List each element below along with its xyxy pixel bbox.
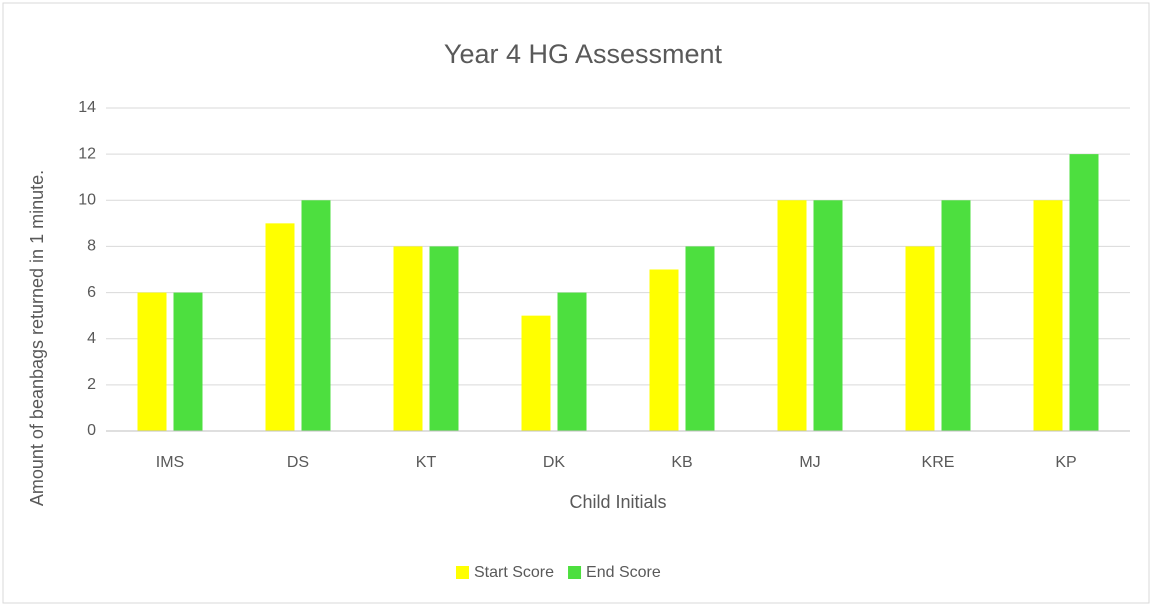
x-tick-label: MJ	[799, 454, 820, 471]
legend-label: Start Score	[474, 564, 554, 581]
bar	[685, 246, 715, 431]
x-tick-label: DS	[287, 454, 309, 471]
y-tick-label: 4	[87, 330, 96, 347]
y-tick-label: 10	[78, 192, 96, 209]
x-tick-label: KP	[1055, 454, 1076, 471]
x-tick-label: IMS	[156, 454, 184, 471]
bar	[521, 315, 551, 431]
y-axis-label: Amount of beanbags returned in 1 minute.	[27, 170, 47, 506]
legend-swatch	[568, 566, 582, 579]
x-tick-label: KRE	[922, 454, 955, 471]
chart-title: Year 4 HG Assessment	[444, 39, 723, 69]
x-tick-label: DK	[543, 454, 566, 471]
x-axis-label: Child Initials	[569, 492, 666, 512]
y-tick-label: 2	[87, 376, 96, 393]
bar	[393, 246, 423, 431]
y-tick-label: 6	[87, 284, 96, 301]
bar	[173, 292, 203, 431]
legend-label: End Score	[586, 564, 661, 581]
bar	[905, 246, 935, 431]
bar	[813, 200, 843, 431]
y-tick-label: 14	[78, 99, 96, 116]
bar	[1033, 200, 1063, 431]
y-tick-label: 0	[87, 422, 96, 439]
x-tick-label: KB	[671, 454, 692, 471]
bar	[137, 292, 167, 431]
bar	[941, 200, 971, 431]
y-tick-label: 12	[78, 145, 96, 162]
x-tick-label: KT	[416, 454, 437, 471]
bar	[301, 200, 331, 431]
bar	[777, 200, 807, 431]
bar	[557, 292, 587, 431]
bar	[1069, 154, 1099, 431]
y-tick-label: 8	[87, 238, 96, 255]
legend-swatch	[456, 566, 469, 579]
bar	[265, 223, 295, 431]
bar	[429, 246, 459, 431]
bar	[649, 269, 679, 431]
